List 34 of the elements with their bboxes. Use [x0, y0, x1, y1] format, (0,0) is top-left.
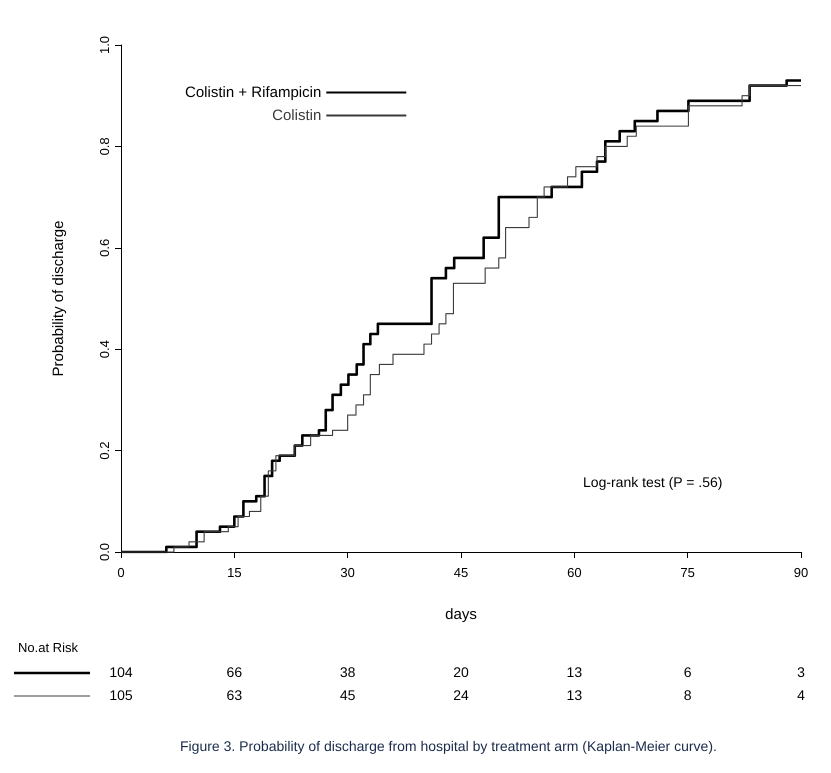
- text: 13: [566, 687, 582, 703]
- text: 66: [226, 664, 242, 680]
- text: 104: [109, 664, 133, 680]
- y-axis-title: Probability of discharge: [50, 220, 67, 376]
- text: 8: [684, 687, 692, 703]
- y-tick-label: 0.6: [97, 238, 112, 257]
- caption: Figure 3. Probability of discharge from hospital by treatment arm (Kaplan-Meier curve).: [180, 738, 717, 754]
- x-tick-label: 75: [680, 565, 695, 580]
- text: 6: [684, 664, 692, 680]
- text: 105: [109, 687, 133, 703]
- text: 63: [226, 687, 242, 703]
- text: 13: [566, 664, 582, 680]
- y-tick-label: 0.0: [97, 542, 112, 562]
- y-tick-label: 0.2: [97, 442, 112, 460]
- text: Colistin + Rifampicin: [185, 84, 322, 101]
- annotation: Log-rank test (P = .56): [583, 474, 722, 490]
- text: 3: [797, 664, 805, 680]
- x-axis-title: days: [445, 606, 477, 623]
- text: Colistin: [272, 107, 322, 124]
- y-tick-label: 0.4: [97, 340, 112, 358]
- y-tick-label: 0.8: [97, 137, 112, 156]
- text: 20: [453, 664, 469, 680]
- text: 45: [340, 687, 356, 703]
- x-tick-label: 45: [454, 565, 468, 580]
- text: 4: [797, 687, 805, 703]
- x-tick-label: 15: [227, 565, 242, 580]
- y-tick-label: 1.0: [97, 36, 112, 54]
- x-tick-label: 90: [794, 565, 808, 580]
- x-tick-label: 30: [340, 565, 355, 580]
- text: 24: [453, 687, 469, 703]
- x-tick-label: 0: [117, 565, 125, 580]
- x-tick-label: 60: [567, 565, 582, 580]
- text: 38: [340, 664, 356, 680]
- text: No.at Risk: [18, 640, 78, 655]
